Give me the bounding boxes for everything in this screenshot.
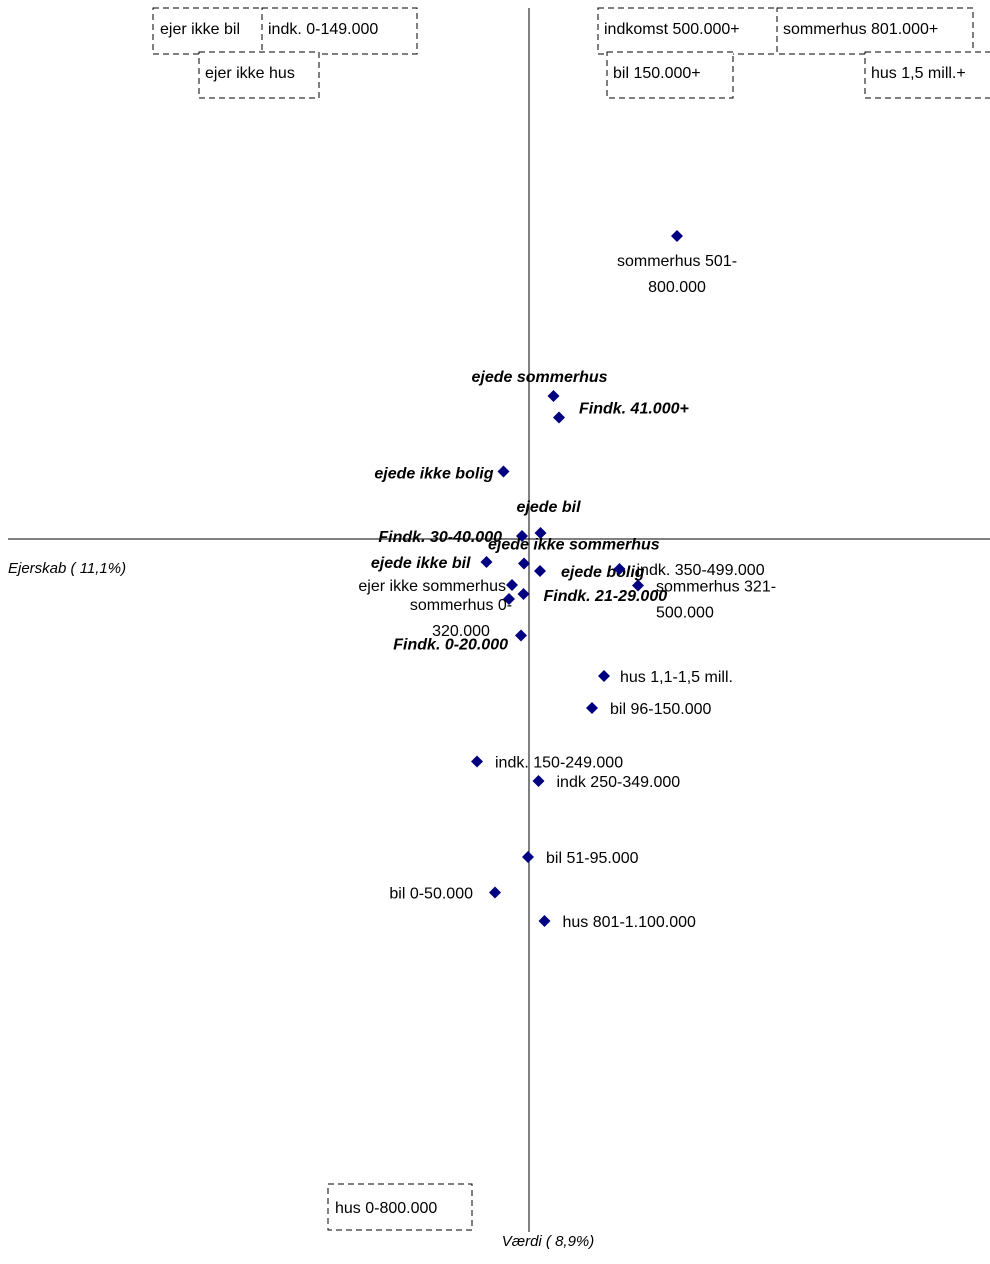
dashed-box [597, 7, 779, 55]
point-label: Findk. 21-29.000 [544, 588, 668, 605]
point-marker [534, 527, 547, 539]
point-marker [598, 670, 610, 682]
data-point-sommerhus-321-500-000: sommerhus 321-500.000 [632, 579, 776, 622]
x-axis-title: Ejerskab ( 11,1%) [8, 560, 126, 577]
data-point-hus-801-1-100-000: hus 801-1.100.000 [538, 914, 697, 931]
point-marker [518, 557, 530, 570]
offscale-label: hus 1,5 mill.+ [871, 65, 966, 82]
point-label: ejede ikke sommerhus [488, 537, 660, 554]
offscale-box-hus-1-5-mill: hus 1,5 mill.+ [864, 51, 990, 99]
data-point-ejer-ikke-sommerhus: ejer ikke sommerhus [358, 578, 518, 595]
data-point-findk-0-20-000: Findk. 0-20.000 [393, 629, 527, 654]
point-marker [503, 593, 515, 605]
point-marker [480, 556, 493, 568]
point-label: ejede ikke bolig [374, 466, 493, 483]
point-marker [471, 755, 483, 768]
point-label: ejede sommerhus [471, 369, 607, 386]
point-marker [506, 579, 518, 591]
offscale-box-hus-0-800-000: hus 0-800.000 [327, 1183, 473, 1231]
offscale-box-indk-0-149-000: indk. 0-149.000 [261, 7, 418, 55]
data-point-sommerhus-0-320-000: sommerhus 0-320.000 [410, 593, 515, 640]
data-point-ejede-bil: ejede bil [516, 499, 581, 539]
point-marker [532, 775, 545, 787]
data-point-hus-1-1-1-5-mill: hus 1,1-1,5 mill. [598, 669, 733, 686]
offscale-label: ejer ikke bil [160, 21, 240, 38]
point-label: sommerhus 321-500.000 [656, 579, 776, 622]
point-label: ejede bil [516, 499, 581, 516]
data-point-findk-21-29-000: Findk. 21-29.000 [517, 588, 668, 605]
data-point-indk-250-349-000: indk 250-349.000 [532, 774, 681, 791]
point-marker [553, 411, 565, 424]
point-label: ejede ikke bil [371, 555, 471, 572]
data-point-indk-350-499-000: indk. 350-499.000 [613, 562, 765, 579]
offscale-box-bil-150-000: bil 150.000+ [606, 51, 734, 99]
offscale-box-sommerhus-801-000: sommerhus 801.000+ [776, 7, 974, 55]
dashed-box [606, 51, 734, 99]
point-label: indk. 150-249.000 [495, 755, 623, 772]
point-label: ejer ikke sommerhus [358, 578, 506, 595]
point-label: Findk. 0-20.000 [393, 637, 508, 654]
dashed-box [776, 7, 974, 55]
point-marker [516, 530, 528, 542]
offscale-label: ejer ikke hus [205, 65, 295, 82]
offscale-box-ejer-ikke-hus: ejer ikke hus [198, 51, 320, 99]
data-point-bil-0-50-000: bil 0-50.000 [389, 886, 501, 903]
data-point-ejede-bolig: ejede bolig [534, 564, 645, 581]
point-label: Findk. 41.000+ [579, 401, 689, 418]
data-point-bil-96-150-000: bil 96-150.000 [586, 701, 712, 718]
point-marker [534, 565, 546, 577]
point-label: bil 96-150.000 [610, 701, 712, 718]
data-point-ejede-ikke-bolig: ejede ikke bolig [374, 465, 510, 483]
dashed-box [327, 1183, 473, 1231]
point-marker [586, 702, 598, 714]
data-point-ejede-sommerhus: ejede sommerhus [471, 369, 608, 402]
point-label: sommerhus 501-800.000 [617, 253, 737, 296]
point-marker [547, 390, 560, 402]
offscale-box-indkomst-500-000: indkomst 500.000+ [597, 7, 779, 55]
data-point-bil-51-95-000: bil 51-95.000 [522, 850, 639, 867]
data-point-ejede-ikke-sommerhus: ejede ikke sommerhus [488, 537, 660, 570]
point-label: bil 0-50.000 [389, 886, 473, 903]
y-axis-title: Værdi ( 8,9%) [502, 1233, 595, 1250]
point-marker [632, 579, 644, 592]
point-label: sommerhus 0-320.000 [410, 597, 512, 640]
point-marker [613, 563, 626, 575]
dashed-box [864, 51, 990, 99]
point-marker [497, 465, 510, 478]
dashed-box [198, 51, 320, 99]
point-marker [515, 629, 527, 642]
point-label: bil 51-95.000 [546, 850, 639, 867]
data-point-findk-41-000: Findk. 41.000+ [553, 401, 689, 424]
data-point-findk-30-40-000: Findk. 30-40.000 [378, 529, 528, 546]
data-point-sommerhus-501-800-000: sommerhus 501-800.000 [617, 230, 737, 296]
point-marker [671, 230, 683, 242]
point-marker [517, 588, 530, 600]
point-marker [538, 915, 551, 927]
point-marker [522, 851, 534, 863]
point-label: indk. 350-499.000 [637, 562, 765, 579]
offscale-label: hus 0-800.000 [335, 1200, 437, 1217]
point-label: indk 250-349.000 [557, 774, 681, 791]
point-label: ejede bolig [561, 564, 645, 581]
point-label: Findk. 30-40.000 [378, 529, 502, 546]
data-point-ejede-ikke-bil: ejede ikke bil [371, 555, 493, 572]
point-marker [489, 886, 501, 899]
offscale-label: bil 150.000+ [613, 65, 701, 82]
dashed-box [261, 7, 418, 55]
offscale-label: sommerhus 801.000+ [783, 21, 938, 38]
point-label: hus 801-1.100.000 [563, 914, 697, 931]
data-point-indk-150-249-000: indk. 150-249.000 [471, 755, 623, 772]
offscale-label: indk. 0-149.000 [268, 21, 378, 38]
offscale-label: indkomst 500.000+ [604, 21, 740, 38]
offscale-box-ejer-ikke-bil: ejer ikke bil [152, 7, 264, 55]
point-label: hus 1,1-1,5 mill. [620, 669, 733, 686]
